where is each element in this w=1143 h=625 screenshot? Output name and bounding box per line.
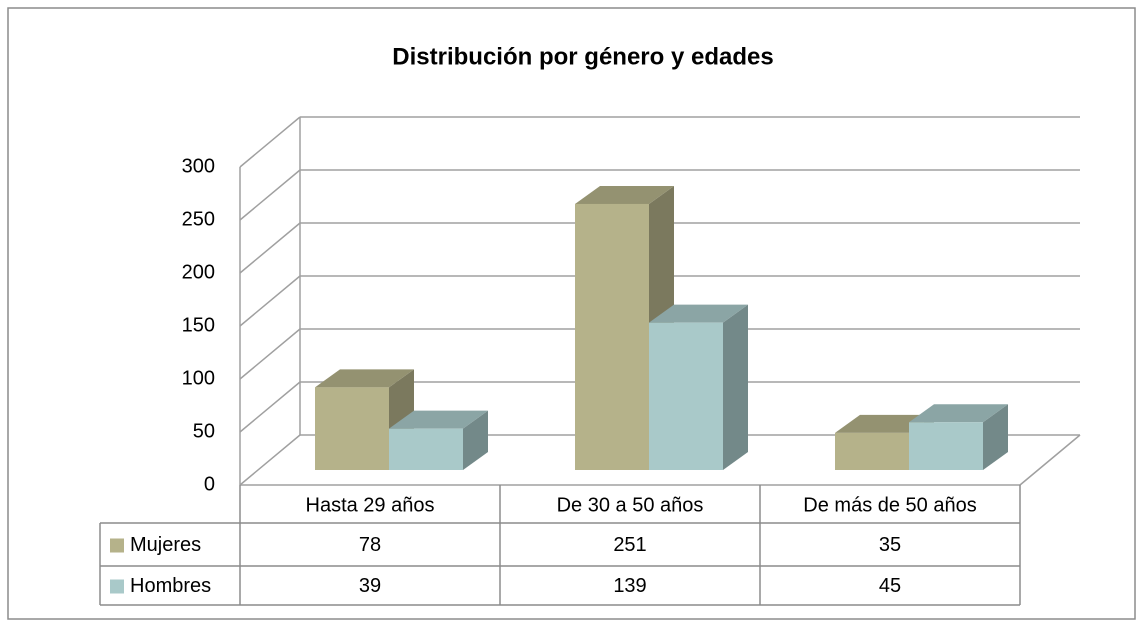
data-label: 39 (359, 575, 381, 597)
grid-line (239, 222, 301, 274)
data-label: 35 (879, 534, 901, 556)
bar (389, 428, 463, 470)
grid-line (239, 169, 301, 221)
y-tick-label: 200 (182, 261, 215, 283)
chart-title: Distribución por género y edades (392, 43, 773, 70)
bar-top (389, 410, 488, 429)
data-label: 45 (879, 575, 901, 597)
legend-swatch (110, 579, 124, 594)
data-label: 78 (359, 534, 381, 556)
grid-line (239, 381, 301, 433)
bar (649, 322, 723, 470)
floor-line (1019, 434, 1081, 486)
bar-side (723, 304, 748, 470)
data-label: 139 (613, 575, 646, 597)
bar-top (315, 369, 414, 388)
y-tick-label: 50 (193, 420, 215, 442)
grid-line (239, 328, 301, 380)
data-label: 251 (613, 534, 646, 556)
grid-line (239, 275, 301, 327)
bar-top (649, 304, 748, 323)
bar-top (909, 404, 1008, 423)
bar-side (983, 404, 1008, 470)
legend-label: Hombres (130, 575, 211, 597)
grid-line (239, 434, 301, 486)
x-tick-label: Hasta 29 años (306, 494, 435, 516)
bar-side (463, 410, 488, 470)
grid-line (239, 116, 301, 168)
y-tick-label: 250 (182, 208, 215, 230)
bar (315, 387, 389, 470)
chart-border (7, 7, 1136, 620)
y-tick-label: 150 (182, 314, 215, 336)
y-tick-label: 300 (182, 155, 215, 177)
bar (909, 422, 983, 470)
legend-label: Mujeres (130, 534, 201, 556)
bar (575, 203, 649, 470)
y-tick-label: 0 (204, 473, 215, 495)
x-tick-label: De 30 a 50 años (557, 494, 704, 516)
bar (835, 432, 909, 470)
y-tick-label: 100 (182, 367, 215, 389)
x-tick-label: De más de 50 años (803, 494, 976, 516)
legend-swatch (110, 538, 124, 553)
bar-top (575, 185, 674, 204)
